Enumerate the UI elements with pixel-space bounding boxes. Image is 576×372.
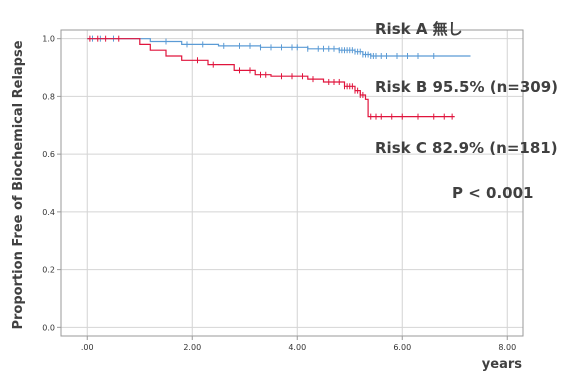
y-tick-label: 0.8 <box>42 92 55 101</box>
risk-a-label: Risk A 無し <box>375 20 463 38</box>
y-tick-label: 1.0 <box>42 35 55 44</box>
series-layer <box>87 35 471 120</box>
y-tick-label: 0.4 <box>42 208 55 217</box>
y-axis-title: Proportion Free of Biochemical Relapse <box>11 40 26 329</box>
series-0-line <box>87 38 471 57</box>
y-tick-labels: 0.0 0.2 0.4 0.6 0.8 1.0 <box>42 35 55 333</box>
x-tick-label: 6.00 <box>393 343 411 352</box>
y-tick-label: 0.2 <box>42 266 55 275</box>
risk-c-label: Risk C 82.9% (n=181) <box>375 139 558 157</box>
y-tick-label: 0.0 <box>42 323 55 332</box>
x-tick-label: 8.00 <box>498 343 516 352</box>
x-axis-title: years <box>482 357 522 372</box>
plot-frame <box>60 29 524 337</box>
x-tick-labels: .00 2.00 4.00 6.00 8.00 <box>81 343 516 352</box>
risk-b-label: Risk B 95.5% (n=309) <box>375 78 558 96</box>
y-tick-label: 0.6 <box>42 150 55 159</box>
p-value-label: P < 0.001 <box>452 184 533 202</box>
x-tick-label: 2.00 <box>183 343 201 352</box>
x-tick-label: 4.00 <box>288 343 306 352</box>
x-tick-label: .00 <box>81 343 94 352</box>
